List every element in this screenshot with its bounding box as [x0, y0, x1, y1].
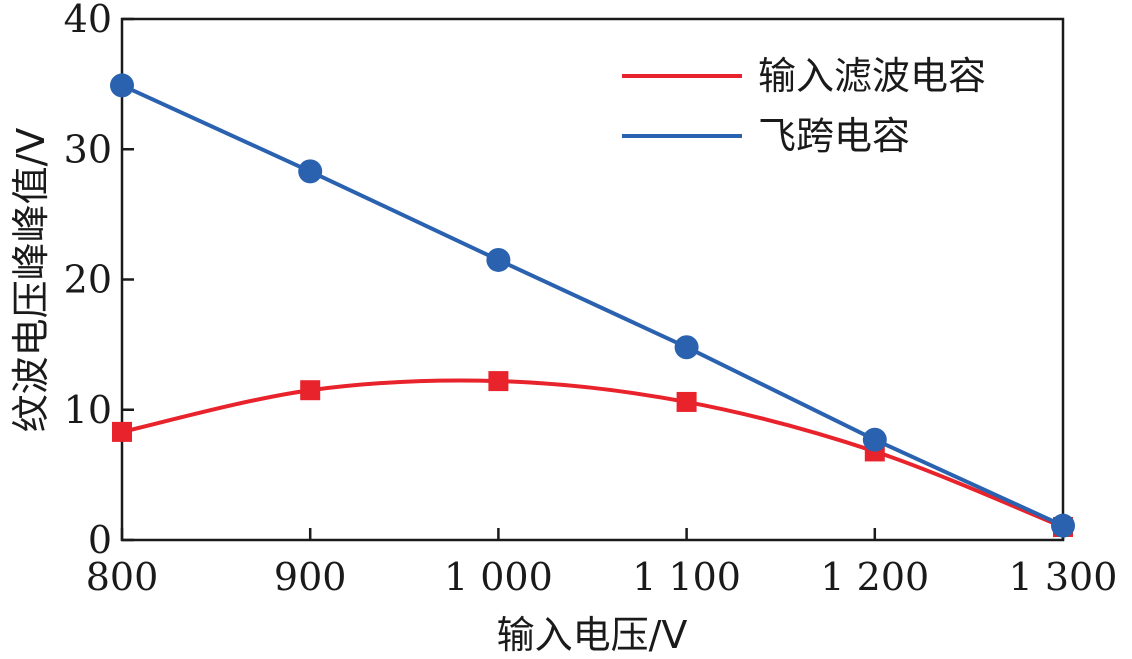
y-tick-label: 30	[64, 127, 112, 171]
x-axis-title: 输入电压/V	[497, 613, 688, 657]
series-1-point	[488, 371, 509, 392]
series-line-2	[121, 83, 1064, 528]
x-tick-label: 900	[274, 555, 347, 599]
y-tick-label: 0	[88, 518, 112, 562]
y-axis-title: 纹波电压峰峰值/V	[9, 128, 53, 433]
series-1-point	[676, 391, 697, 412]
series-2-point	[298, 159, 323, 184]
x-tick-label: 1 100	[632, 555, 741, 599]
legend-label: 飞跨电容	[758, 114, 910, 158]
x-tick-label: 800	[86, 555, 159, 599]
series-2-point	[862, 427, 887, 452]
y-tick-label: 10	[64, 388, 112, 432]
legend-label: 输入滤波电容	[758, 54, 986, 98]
y-tick-label: 20	[64, 258, 112, 302]
x-tick-label: 1 000	[444, 555, 553, 599]
series-2-point	[674, 335, 699, 360]
y-tick-label: 40	[64, 0, 112, 41]
x-tick-label: 1 200	[820, 555, 929, 599]
series-2-point	[1051, 513, 1075, 538]
axis-ticks: 0 10 20 30 40 800 900 1 000 1 100 1 200 1 300	[64, 0, 1118, 599]
series-2-point	[110, 73, 134, 98]
series-layer	[110, 73, 1075, 538]
series-2-point	[486, 247, 511, 272]
x-tick-label: 1 300	[1009, 555, 1118, 599]
series-1-point	[112, 421, 132, 442]
series-line-1	[121, 378, 1064, 529]
series-1-point	[300, 380, 321, 401]
